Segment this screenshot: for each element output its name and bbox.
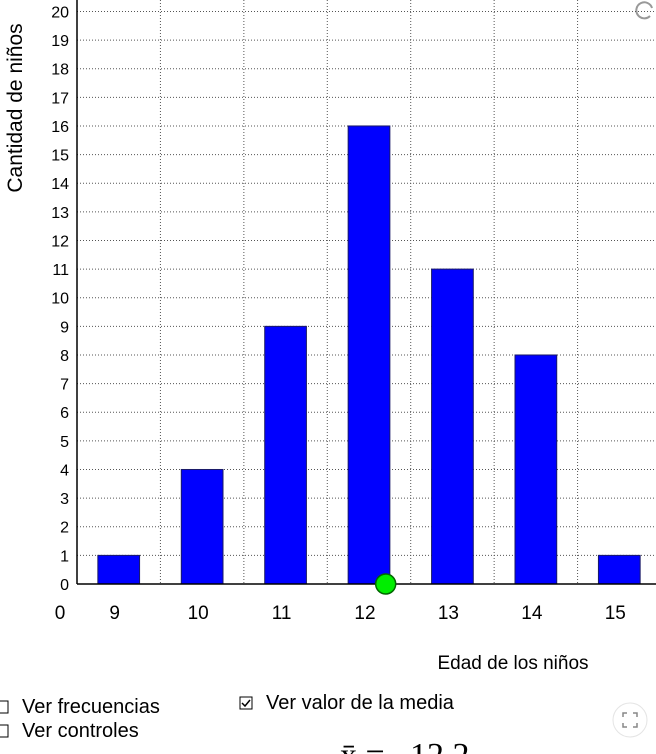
checkbox-label[interactable]: Ver valor de la media [266,692,455,714]
checkbox[interactable] [0,700,9,714]
y-tick-label: 8 [60,348,69,365]
y-tick-label: 9 [60,319,69,336]
mean-value: 12.2 [410,737,470,754]
bar [97,554,141,585]
y-tick-label: 16 [51,119,69,136]
y-tick-label: 4 [60,462,69,479]
y-tick-label: 12 [51,233,69,250]
checkbox-check [241,699,251,708]
checkbox[interactable] [0,724,9,738]
y-tick-label: 2 [60,520,69,537]
fullscreen-circle [612,702,648,738]
y-tick-label: 11 [52,262,69,279]
fullscreen-icon [622,712,638,728]
y-tick-label: 0 [60,577,69,594]
y-tick-label: 13 [51,205,69,222]
y-tick-label: 15 [51,148,69,165]
checkbox[interactable] [239,696,253,710]
checkbox-label[interactable]: Ver controles [22,720,139,742]
y-tick-label: 3 [60,491,69,508]
x-axis-label: Edad de los niños [437,653,588,674]
bar [264,325,307,585]
bar [180,468,224,585]
bar [514,354,558,585]
y-axis-label: Cantidad de niños [4,23,27,192]
y-tick-label: 17 [51,90,69,107]
y-tick-label: 7 [60,377,69,394]
x-tick-label: 15 [605,603,626,624]
y-tick-label: 10 [51,291,69,308]
y-tick-label: 6 [60,405,69,422]
y-tick-label: 14 [51,176,69,193]
refresh-icon[interactable] [635,1,653,20]
x-tick-label: 10 [188,603,209,624]
refresh-arc [635,1,653,20]
origin-label: 0 [55,603,66,624]
bar [347,125,391,585]
y-tick-label: 5 [60,434,69,451]
bar [431,268,474,585]
x-tick-label: 11 [272,603,292,624]
x-tick-label: 13 [438,603,459,624]
x-tick-label: 14 [521,603,543,624]
y-tick-label: 18 [51,62,69,79]
y-tick-label: 1 [60,548,69,565]
y-tick-label: 20 [51,4,69,21]
checkbox-label[interactable]: Ver frecuencias [22,696,160,718]
bar [597,554,641,585]
mean-label: x̄ = [340,737,385,754]
mean-point [374,573,397,595]
x-tick-label: 12 [354,603,375,624]
x-tick-label: 9 [109,603,120,624]
y-tick-label: 19 [51,33,69,50]
fullscreen-button[interactable] [612,702,648,738]
